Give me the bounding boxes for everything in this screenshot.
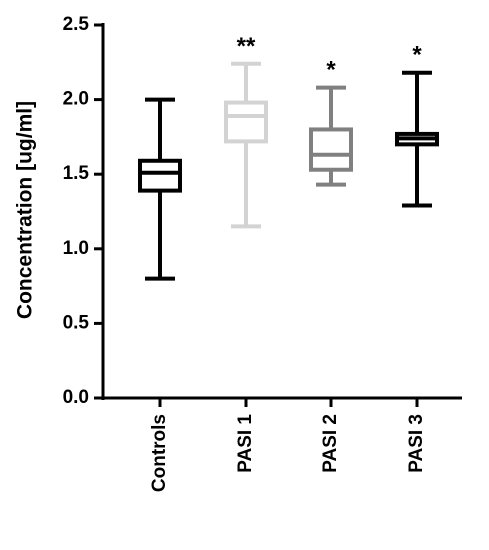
box [309, 127, 353, 172]
x-tick-label: PASI 2 [320, 414, 341, 473]
y-axis-label: Concentration [ug/ml] [14, 101, 37, 319]
y-tick-label: 0.0 [63, 387, 89, 408]
annotation: * [412, 42, 422, 69]
y-tick-label: 2.0 [63, 89, 89, 110]
y-tick-label: 2.5 [63, 14, 90, 35]
x-tick-label: Controls [149, 414, 170, 492]
box [138, 158, 182, 193]
annotation: ** [237, 33, 256, 60]
y-tick-label: 1.5 [63, 163, 90, 184]
x-tick-label: PASI 3 [406, 414, 427, 473]
annotation: * [326, 57, 336, 84]
box [224, 100, 268, 144]
y-tick-label: 0.5 [63, 312, 90, 333]
x-tick-label: PASI 1 [235, 414, 256, 473]
y-tick-label: 1.0 [63, 238, 89, 259]
